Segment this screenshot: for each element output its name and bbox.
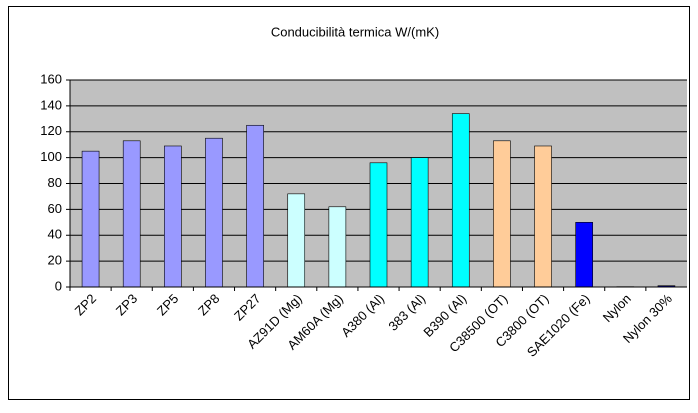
bar xyxy=(535,146,552,287)
bar xyxy=(329,207,346,287)
bar xyxy=(288,194,305,287)
y-tick-label: 120 xyxy=(40,123,62,138)
bar xyxy=(82,151,99,287)
y-tick-label: 160 xyxy=(40,71,62,86)
y-tick-label: 80 xyxy=(48,175,62,190)
chart-title: Conducibilità termica W/(mK) xyxy=(271,24,439,39)
y-tick-label: 40 xyxy=(48,227,62,242)
y-tick-label: 0 xyxy=(55,278,62,293)
bar xyxy=(164,146,181,287)
bar xyxy=(452,114,469,287)
bar xyxy=(411,158,428,287)
y-tick-label: 140 xyxy=(40,97,62,112)
bar xyxy=(123,141,140,287)
y-tick-label: 100 xyxy=(40,149,62,164)
bar xyxy=(247,125,264,287)
y-tick-label: 60 xyxy=(48,201,62,216)
bar xyxy=(493,141,510,287)
bar xyxy=(576,222,593,287)
bar xyxy=(205,138,222,287)
y-tick-label: 20 xyxy=(48,253,62,268)
bar xyxy=(370,163,387,287)
